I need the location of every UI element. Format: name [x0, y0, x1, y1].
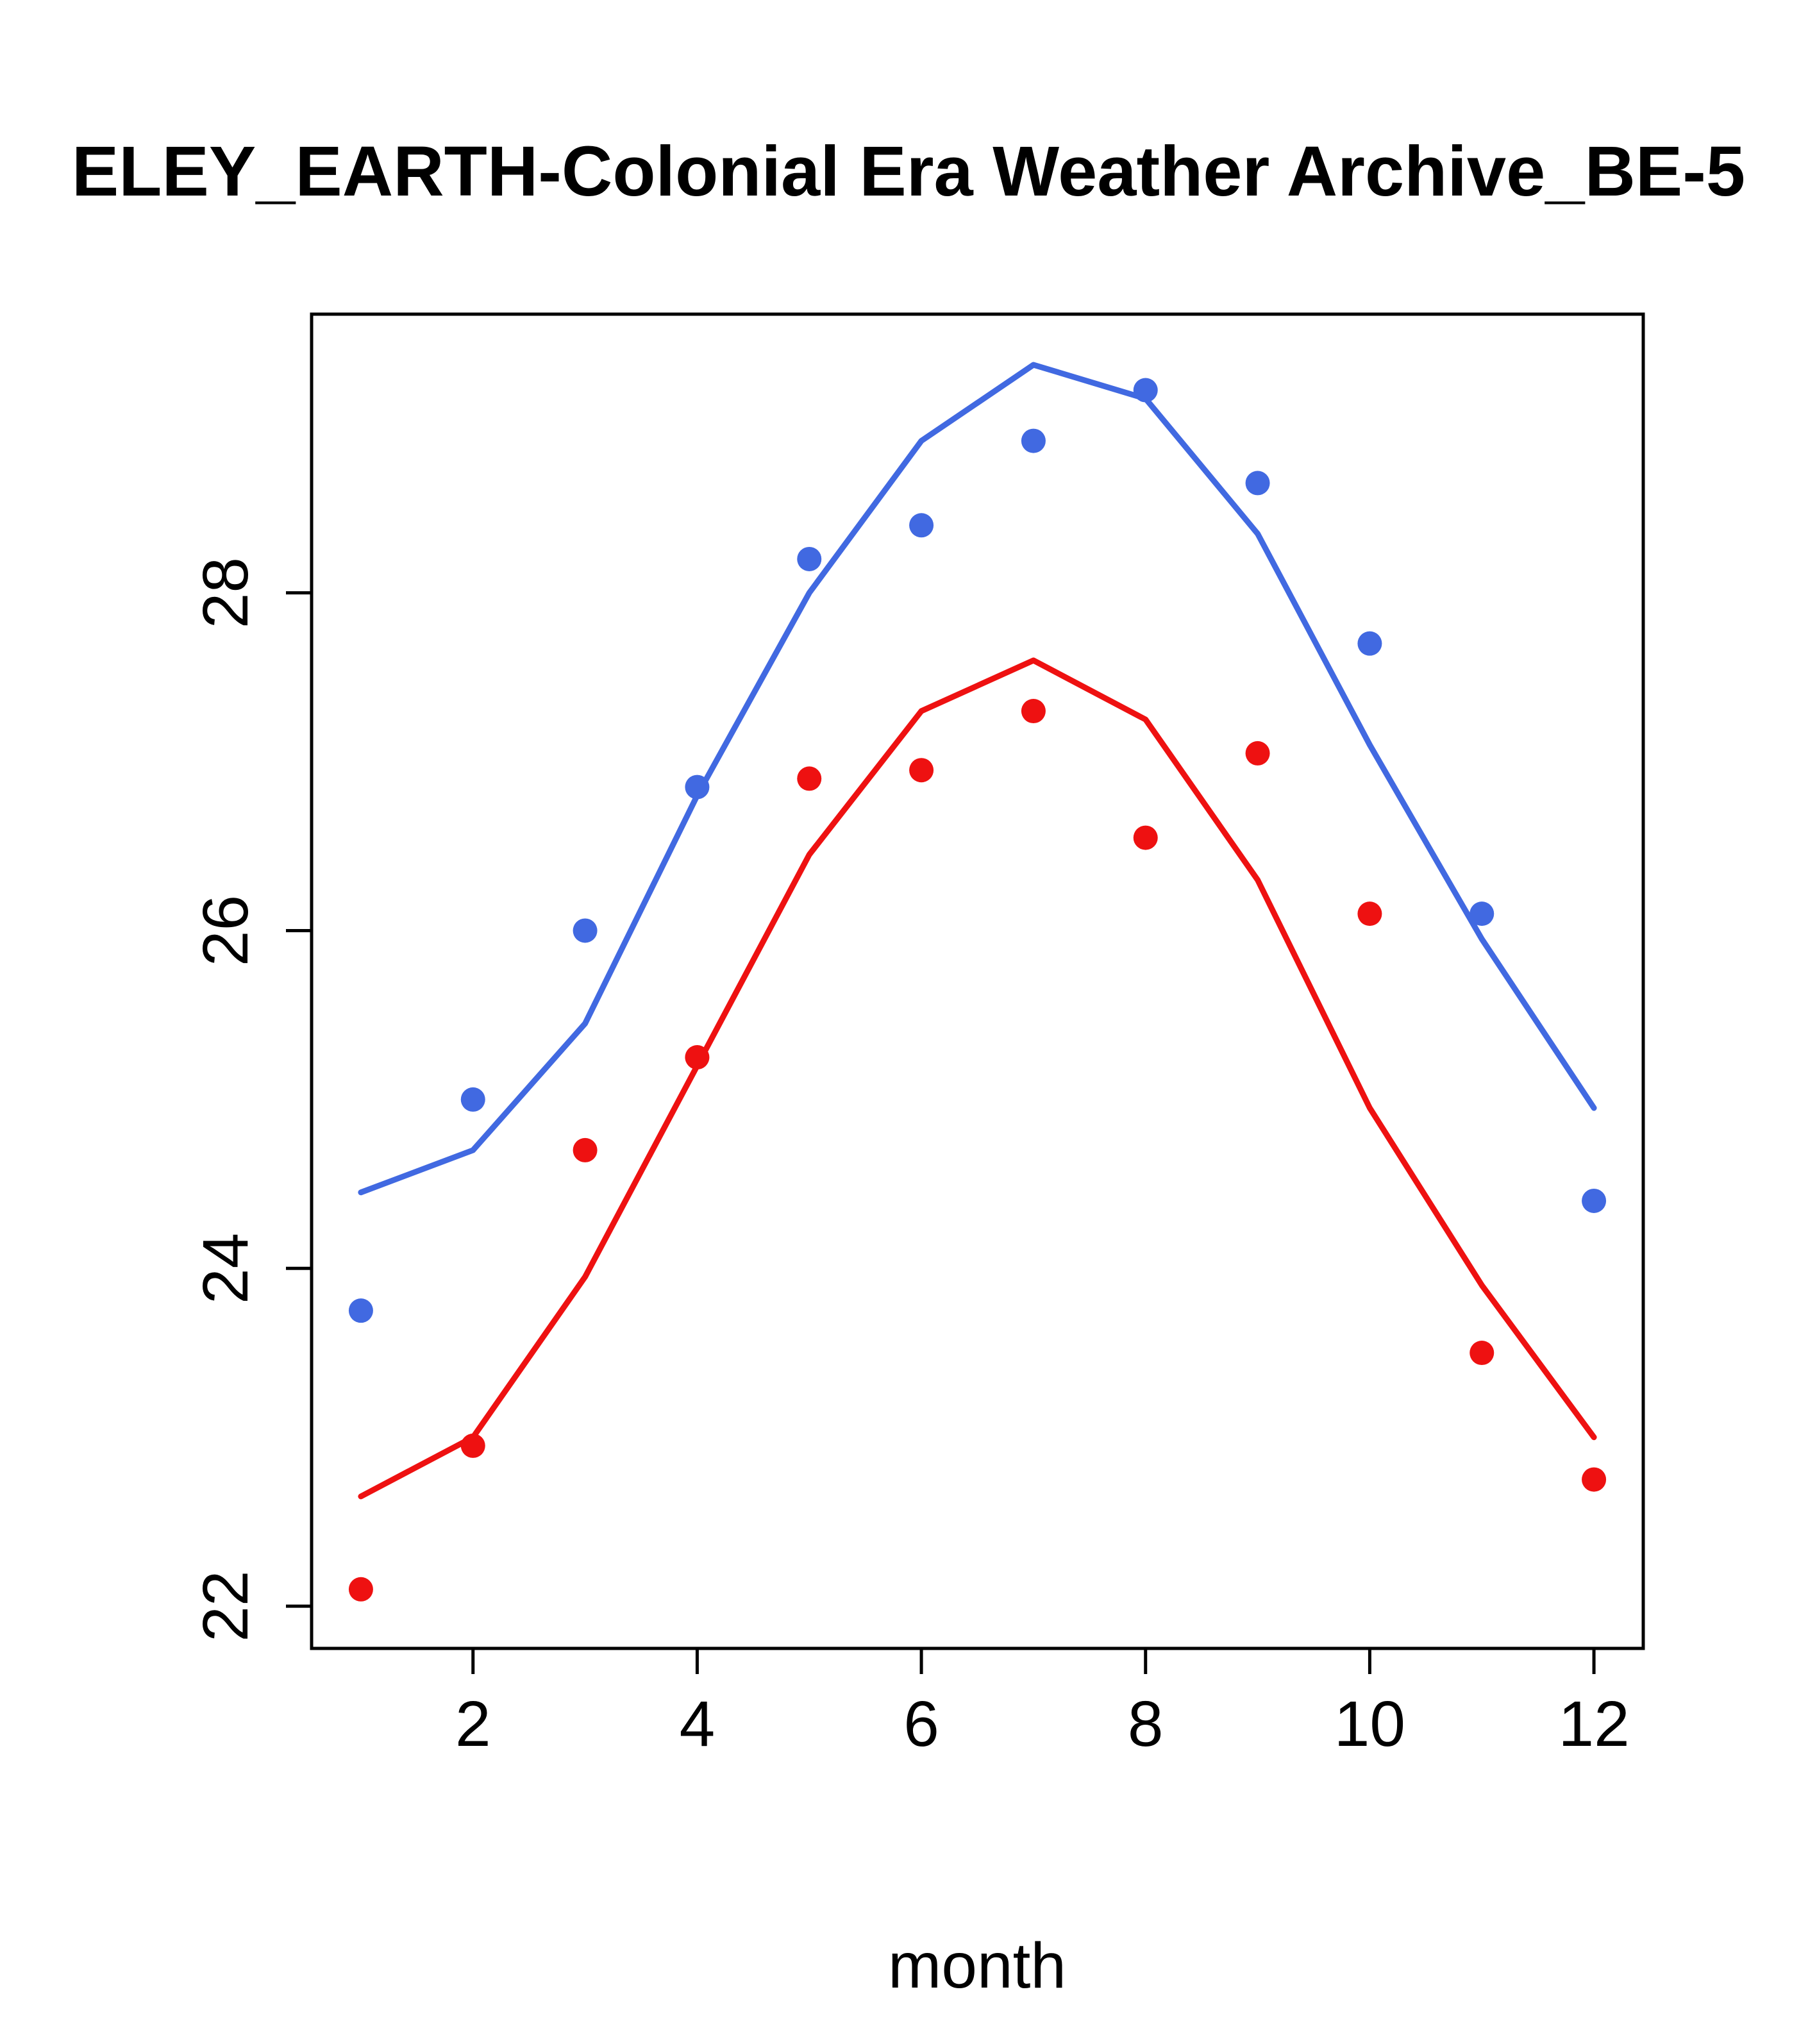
y-tick-label: 24: [190, 1233, 262, 1304]
red-points-marker: [1470, 1341, 1495, 1366]
y-tick-label: 28: [190, 557, 262, 628]
x-tick-label: 6: [903, 1688, 939, 1760]
x-tick-label: 12: [1558, 1688, 1629, 1760]
red-points-marker: [460, 1433, 485, 1458]
y-tick-label: 22: [190, 1571, 262, 1642]
blue-points-marker: [573, 918, 598, 943]
x-tick-label: 10: [1334, 1688, 1405, 1760]
blue-points-marker: [1245, 471, 1270, 496]
red-points-marker: [1582, 1467, 1607, 1492]
red-points-marker: [1357, 901, 1382, 926]
chart-title: ELEY_EARTH-Colonial Era Weather Archive_…: [72, 132, 1745, 211]
red-points-marker: [685, 1045, 710, 1070]
x-axis-label: month: [888, 1930, 1066, 2002]
blue-points-marker: [1470, 901, 1495, 926]
blue-points-marker: [685, 775, 710, 800]
red-points-marker: [573, 1137, 598, 1162]
plot-box: [310, 312, 1645, 1650]
red-points-marker: [909, 758, 934, 783]
red-line: [358, 657, 1597, 1500]
red-points-marker: [348, 1577, 373, 1602]
red-points-marker: [1245, 741, 1270, 766]
x-tick-label: 8: [1128, 1688, 1164, 1760]
x-tick-label: 2: [455, 1688, 491, 1760]
y-tick-label: 26: [190, 895, 262, 966]
blue-points-marker: [460, 1087, 485, 1112]
blue-points-marker: [348, 1298, 373, 1323]
red-points-marker: [1021, 699, 1046, 724]
red-points-marker: [797, 766, 822, 791]
blue-line: [358, 362, 1597, 1196]
blue-points-marker: [909, 513, 934, 538]
blue-points-marker: [1021, 428, 1046, 453]
red-points-marker: [1133, 825, 1158, 850]
blue-points-marker: [1357, 631, 1382, 656]
x-tick-label: 4: [680, 1688, 716, 1760]
blue-points-marker: [1133, 378, 1158, 403]
blue-points-marker: [1582, 1188, 1607, 1213]
blue-points-marker: [797, 546, 822, 571]
